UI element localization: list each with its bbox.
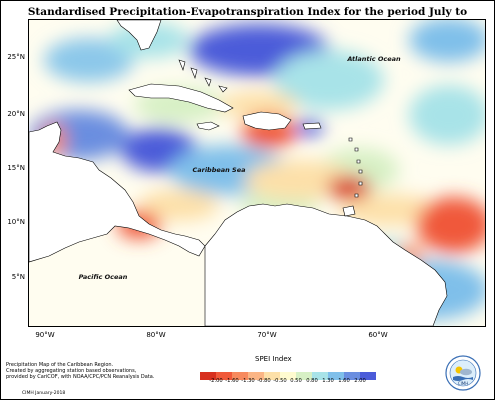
lat-tick-25n: 25°N	[7, 53, 25, 61]
central-america	[29, 121, 206, 263]
lon-tick-60w: 60°W	[368, 331, 388, 339]
lon-tick-90w: 90°W	[35, 331, 55, 339]
legend-label: -0.50	[273, 378, 287, 384]
legend-swatch	[264, 372, 281, 380]
cloud-icon	[460, 368, 472, 376]
legend-colorbar-svg	[200, 372, 377, 380]
map-canvas: Atlantic Ocean Caribbean Sea Pacific Oce…	[29, 20, 485, 326]
legend-label: 1.60	[338, 378, 350, 384]
legend-label: 1.30	[322, 378, 334, 384]
legend-label: -2.00	[209, 378, 223, 384]
legend-swatch	[296, 372, 313, 380]
lon-tick-80w: 80°W	[146, 331, 166, 339]
footnote-line: provided by CariCOF, with NOAA/CPC/PCN R…	[6, 374, 155, 381]
lat-tick-15n: 15°N	[7, 164, 25, 172]
legend-swatch	[280, 372, 297, 380]
legend-swatch	[232, 372, 249, 380]
label-pacific-ocean: Pacific Ocean	[79, 273, 128, 281]
footnote-line: Created by aggregating station based obs…	[6, 368, 137, 375]
legend-swatch	[248, 372, 265, 380]
puerto-rico	[302, 122, 322, 130]
label-atlantic-ocean: Atlantic Ocean	[346, 55, 401, 63]
lon-tick-70w: 70°W	[257, 331, 277, 339]
legend-colorbar	[200, 366, 377, 385]
cimh-logo: CIMH	[445, 355, 481, 391]
jamaica	[196, 121, 220, 131]
legend-swatch	[216, 372, 233, 380]
trinidad	[342, 205, 356, 217]
south-america	[204, 203, 448, 326]
lat-tick-10n: 10°N	[7, 218, 25, 226]
land-masses	[29, 20, 448, 326]
legend-label: -1.30	[241, 378, 255, 384]
lat-tick-5n: 5°N	[11, 273, 25, 281]
credit-text: CIMH January-2018	[22, 391, 66, 396]
lat-tick-20n: 20°N	[7, 110, 25, 118]
legend-label: 0.80	[306, 378, 318, 384]
legend-swatch	[328, 372, 345, 380]
label-caribbean-sea: Caribbean Sea	[192, 166, 245, 174]
footnote-line: Precipitation Map of the Caribbean Regio…	[6, 362, 114, 368]
florida	[116, 20, 162, 51]
bahamas	[178, 59, 228, 93]
cuba	[128, 83, 234, 113]
legend-label: 2.00	[354, 378, 366, 384]
legend-labels: -2.00 -1.60 -1.30 -0.80 -0.50 0.50 0.80 1.30 1.6…	[200, 378, 375, 388]
footnote: Precipitation Map of the Caribbean Regio…	[6, 362, 166, 381]
logo-text: CIMH	[458, 381, 468, 386]
spei-map[interactable]: Atlantic Ocean Caribbean Sea Pacific Oce…	[28, 19, 486, 327]
hispaniola	[242, 111, 292, 131]
legend-label: 0.50	[290, 378, 302, 384]
legend-swatch	[312, 372, 329, 380]
legend-label: -1.60	[225, 378, 239, 384]
legend-title: SPEI Index	[255, 355, 292, 363]
legend-swatch	[344, 372, 361, 380]
legend-label: -0.80	[257, 378, 271, 384]
lesser-antilles	[348, 137, 363, 198]
legend-swatch	[360, 372, 377, 380]
legend-swatch	[200, 372, 217, 380]
wave-icon	[453, 376, 473, 381]
